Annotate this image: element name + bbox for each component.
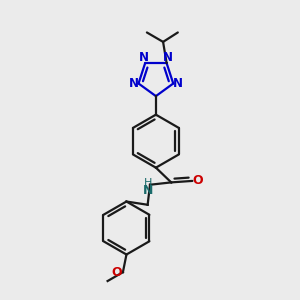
Text: O: O [112,266,122,279]
Text: N: N [143,184,154,196]
Text: N: N [163,51,173,64]
Text: N: N [173,77,183,90]
Text: N: N [139,51,149,64]
Text: O: O [192,174,203,188]
Text: N: N [128,77,139,90]
Text: H: H [144,178,153,188]
